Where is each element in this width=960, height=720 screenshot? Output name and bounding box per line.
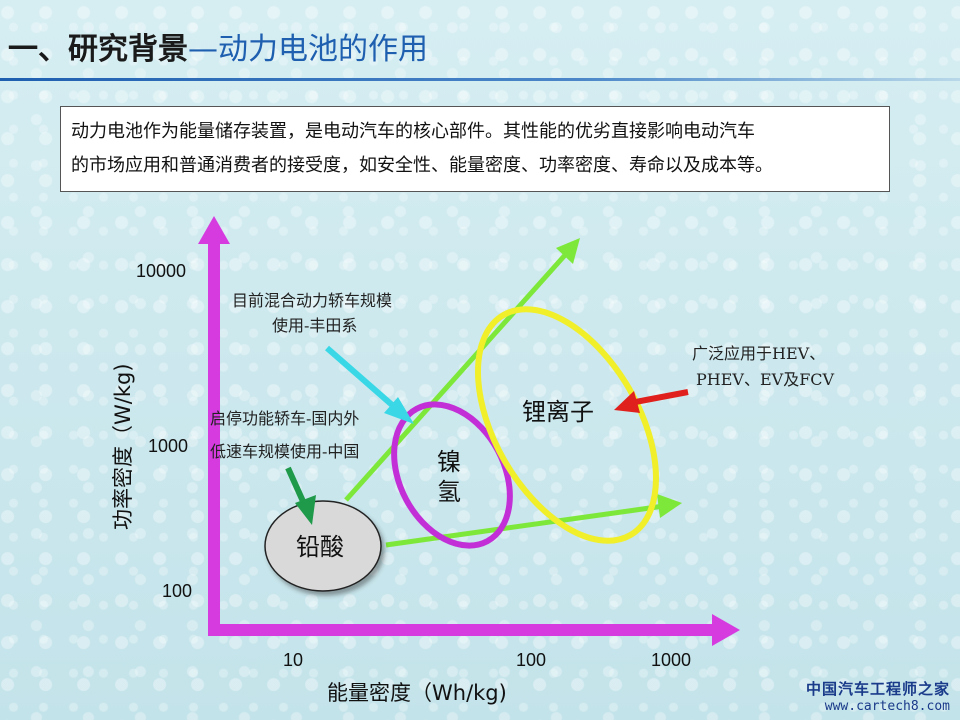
title-sub: —动力电池的作用 <box>188 32 428 67</box>
li-ion-region <box>475 306 659 544</box>
liion-note-line2: PHEV、EV及FCV <box>696 370 835 389</box>
nimh-label-line1: 镍 <box>437 448 461 476</box>
description-line-1: 动力电池作为能量储存装置，是电动汽车的核心部件。其性能的优劣直接影响电动汽车 <box>71 121 755 142</box>
y-tick-10000: 10000 <box>136 261 186 281</box>
x-axis-arrow <box>208 614 740 646</box>
x-axis-title: 能量密度（Wh/kg) <box>327 681 507 705</box>
hybrid-note-line1: 目前混合动力轿车规模 <box>232 291 392 310</box>
trend-arrow-horizontal <box>385 494 682 548</box>
page-title: 一、研究背景—动力电池的作用 <box>8 28 428 72</box>
x-tick-10: 10 <box>283 650 303 670</box>
startstop-note-line1: 启停功能轿车-国内外 <box>210 409 359 428</box>
startstop-annotation-arrow <box>285 466 316 525</box>
x-tick-1000: 1000 <box>651 650 691 670</box>
nimh-label-line2: 氢 <box>437 478 461 506</box>
x-tick-100: 100 <box>516 650 546 670</box>
li-ion-label: 锂离子 <box>522 398 594 426</box>
y-axis-title: 功率密度（W/kg) <box>111 363 135 530</box>
hybrid-annotation-arrow <box>325 345 414 424</box>
description-line-2: 的市场应用和普通消费者的接受度，如安全性、能量密度、功率密度、寿命以及成本等。 <box>71 155 773 176</box>
startstop-note-line2: 低速车规模使用-中国 <box>210 442 359 461</box>
title-main: 一、研究背景 <box>8 32 188 67</box>
trend-arrow-diagonal <box>344 238 580 502</box>
liion-note-line1: 广泛应用于HEV、 <box>692 344 825 363</box>
y-tick-100: 100 <box>162 581 192 601</box>
liion-annotation-arrow <box>614 389 689 413</box>
lead-acid-label: 铅酸 <box>296 533 344 561</box>
y-axis-arrow <box>198 216 230 634</box>
hybrid-note-line2: 使用-丰田系 <box>272 316 357 335</box>
description-box: 动力电池作为能量储存装置，是电动汽车的核心部件。其性能的优劣直接影响电动汽车 的… <box>60 106 890 192</box>
y-tick-1000: 1000 <box>148 436 188 456</box>
watermark: 中国汽车工程师之家 www.cartech8.com <box>806 678 950 714</box>
title-underline <box>0 78 960 81</box>
watermark-url: www.cartech8.com <box>824 699 950 714</box>
lead-acid-region <box>264 500 382 592</box>
watermark-name: 中国汽车工程师之家 <box>805 680 950 698</box>
